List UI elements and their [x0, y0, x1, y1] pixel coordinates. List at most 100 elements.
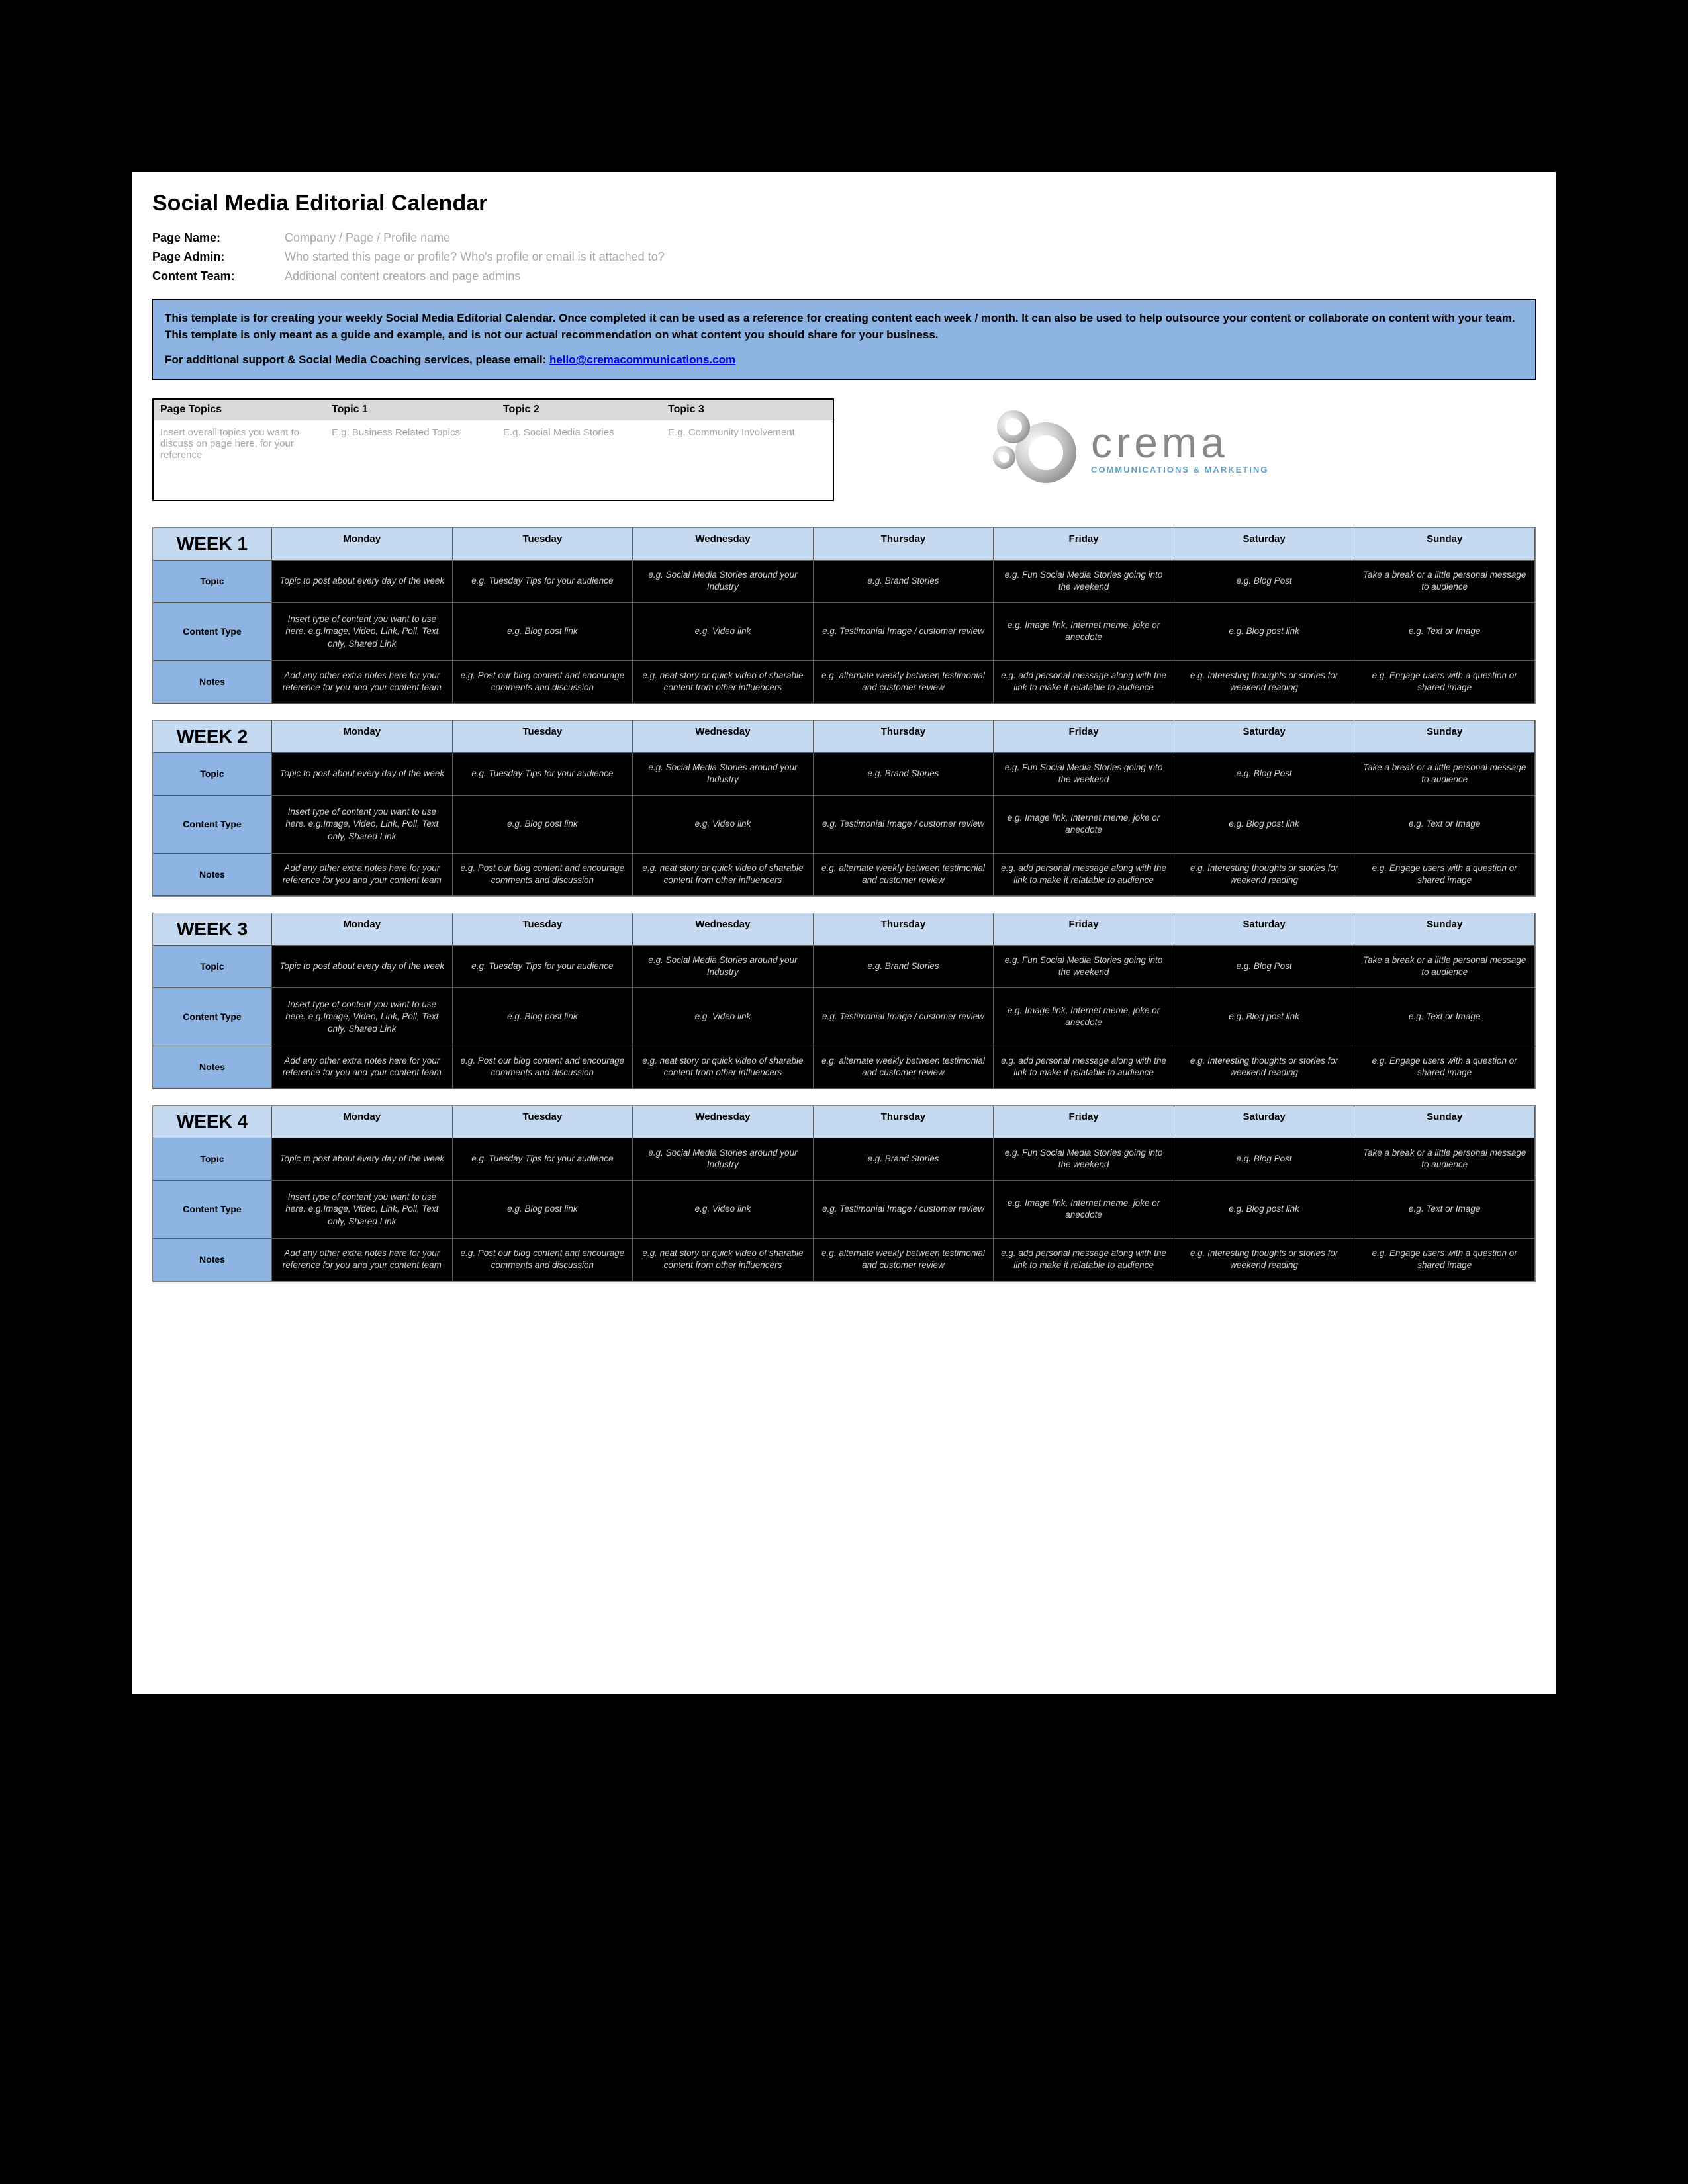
topics-header-row: Page Topics Topic 1 Topic 2 Topic 3	[154, 400, 833, 420]
week-cell: e.g. Social Media Stories around your In…	[633, 946, 814, 988]
week-cell: e.g. Blog Post	[1174, 946, 1355, 988]
week-cell: e.g. add personal message along with the…	[994, 1239, 1174, 1281]
topics-table: Page Topics Topic 1 Topic 2 Topic 3 Inse…	[152, 398, 834, 501]
week-cell: e.g. Video link	[633, 1181, 814, 1239]
week-day-header: Sunday	[1354, 1106, 1535, 1138]
week-cell: e.g. Testimonial Image / customer review	[814, 796, 994, 854]
week-cell: Take a break or a little personal messag…	[1354, 561, 1535, 603]
banner-text-2: For additional support & Social Media Co…	[165, 352, 1523, 369]
week-cell: e.g. Engage users with a question or sha…	[1354, 661, 1535, 704]
week-cell: e.g. Text or Image	[1354, 1181, 1535, 1239]
topics-header-cell: Page Topics	[154, 400, 325, 420]
week-cell: e.g. Engage users with a question or sha…	[1354, 1046, 1535, 1089]
week-cell: e.g. Interesting thoughts or stories for…	[1174, 854, 1355, 896]
logo-tagline: COMMUNICATIONS & MARKETING	[1091, 465, 1268, 474]
document-page: Social Media Editorial Calendar Page Nam…	[132, 172, 1556, 1694]
week-cell: e.g. Text or Image	[1354, 796, 1535, 854]
week-row-label: Content Type	[153, 796, 272, 854]
meta-row-page-admin: Page Admin: Who started this page or pro…	[152, 250, 1536, 264]
week-row-label: Content Type	[153, 1181, 272, 1239]
week-cell: Topic to post about every day of the wee…	[272, 946, 453, 988]
week-day-header: Tuesday	[453, 1106, 633, 1138]
banner-line2-pre: For additional support & Social Media Co…	[165, 353, 549, 366]
week-block: WEEK 2MondayTuesdayWednesdayThursdayFrid…	[152, 720, 1536, 897]
week-cell: e.g. Video link	[633, 988, 814, 1046]
week-cell: e.g. Text or Image	[1354, 988, 1535, 1046]
topics-header-cell: Topic 2	[496, 400, 661, 420]
week-row-label: Notes	[153, 1046, 272, 1089]
week-day-header: Friday	[994, 1106, 1174, 1138]
week-title: WEEK 3	[153, 913, 272, 946]
week-day-header: Wednesday	[633, 721, 814, 753]
week-cell: e.g. Post our blog content and encourage…	[453, 1046, 633, 1089]
week-cell: e.g. Video link	[633, 603, 814, 661]
week-cell: e.g. Engage users with a question or sha…	[1354, 1239, 1535, 1281]
week-cell: e.g. Image link, Internet meme, joke or …	[994, 796, 1174, 854]
meta-value: Company / Page / Profile name	[285, 231, 450, 245]
week-cell: e.g. Blog post link	[1174, 1181, 1355, 1239]
week-grid: WEEK 2MondayTuesdayWednesdayThursdayFrid…	[152, 720, 1536, 897]
week-row-label: Notes	[153, 854, 272, 896]
week-cell: e.g. Post our blog content and encourage…	[453, 661, 633, 704]
week-cell: e.g. Blog Post	[1174, 1138, 1355, 1181]
week-cell: e.g. alternate weekly between testimonia…	[814, 854, 994, 896]
meta-label: Page Name:	[152, 231, 285, 245]
week-cell: e.g. neat story or quick video of sharab…	[633, 1046, 814, 1089]
week-cell: Topic to post about every day of the wee…	[272, 561, 453, 603]
week-cell: e.g. Blog post link	[453, 603, 633, 661]
week-cell: Add any other extra notes here for your …	[272, 661, 453, 704]
topics-cell: E.g. Social Media Stories	[496, 420, 661, 500]
banner-text-1: This template is for creating your weekl…	[165, 310, 1523, 343]
week-cell: e.g. Post our blog content and encourage…	[453, 854, 633, 896]
banner-email-link[interactable]: hello@cremacommunications.com	[549, 353, 735, 366]
week-cell: e.g. Testimonial Image / customer review	[814, 603, 994, 661]
week-day-header: Monday	[272, 528, 453, 561]
logo-text: crema COMMUNICATIONS & MARKETING	[1091, 422, 1268, 474]
week-cell: e.g. neat story or quick video of sharab…	[633, 1239, 814, 1281]
meta-value: Additional content creators and page adm…	[285, 269, 520, 283]
week-cell: Topic to post about every day of the wee…	[272, 753, 453, 796]
week-cell: e.g. Brand Stories	[814, 561, 994, 603]
week-cell: e.g. Image link, Internet meme, joke or …	[994, 988, 1174, 1046]
week-day-header: Friday	[994, 913, 1174, 946]
week-cell: Add any other extra notes here for your …	[272, 854, 453, 896]
week-cell: Insert type of content you want to use h…	[272, 988, 453, 1046]
week-cell: Add any other extra notes here for your …	[272, 1046, 453, 1089]
week-cell: Add any other extra notes here for your …	[272, 1239, 453, 1281]
week-cell: e.g. Interesting thoughts or stories for…	[1174, 661, 1355, 704]
week-row-label: Content Type	[153, 603, 272, 661]
week-day-header: Tuesday	[453, 913, 633, 946]
week-day-header: Thursday	[814, 1106, 994, 1138]
week-cell: e.g. Blog Post	[1174, 753, 1355, 796]
week-cell: e.g. Blog post link	[453, 796, 633, 854]
week-day-header: Tuesday	[453, 721, 633, 753]
week-block: WEEK 3MondayTuesdayWednesdayThursdayFrid…	[152, 913, 1536, 1089]
week-cell: Insert type of content you want to use h…	[272, 796, 453, 854]
week-day-header: Thursday	[814, 721, 994, 753]
week-cell: e.g. add personal message along with the…	[994, 1046, 1174, 1089]
week-cell: e.g. Brand Stories	[814, 753, 994, 796]
week-cell: e.g. Tuesday Tips for your audience	[453, 753, 633, 796]
week-day-header: Friday	[994, 528, 1174, 561]
week-day-header: Sunday	[1354, 913, 1535, 946]
week-day-header: Thursday	[814, 913, 994, 946]
brand-logo: crema COMMUNICATIONS & MARKETING	[993, 405, 1268, 491]
topics-cell: E.g. Community Involvement	[661, 420, 833, 500]
week-cell: e.g. alternate weekly between testimonia…	[814, 1046, 994, 1089]
week-cell: e.g. Blog post link	[453, 1181, 633, 1239]
week-cell: e.g. Social Media Stories around your In…	[633, 1138, 814, 1181]
weeks-container: WEEK 1MondayTuesdayWednesdayThursdayFrid…	[152, 527, 1536, 1282]
week-title: WEEK 4	[153, 1106, 272, 1138]
week-block: WEEK 4MondayTuesdayWednesdayThursdayFrid…	[152, 1105, 1536, 1282]
week-row-label: Content Type	[153, 988, 272, 1046]
week-cell: e.g. neat story or quick video of sharab…	[633, 661, 814, 704]
week-cell: e.g. add personal message along with the…	[994, 854, 1174, 896]
meta-label: Page Admin:	[152, 250, 285, 264]
week-cell: e.g. Post our blog content and encourage…	[453, 1239, 633, 1281]
week-cell: e.g. Blog post link	[1174, 988, 1355, 1046]
page-title: Social Media Editorial Calendar	[152, 191, 1536, 216]
week-day-header: Thursday	[814, 528, 994, 561]
week-day-header: Saturday	[1174, 528, 1355, 561]
week-cell: e.g. Tuesday Tips for your audience	[453, 561, 633, 603]
week-block: WEEK 1MondayTuesdayWednesdayThursdayFrid…	[152, 527, 1536, 704]
